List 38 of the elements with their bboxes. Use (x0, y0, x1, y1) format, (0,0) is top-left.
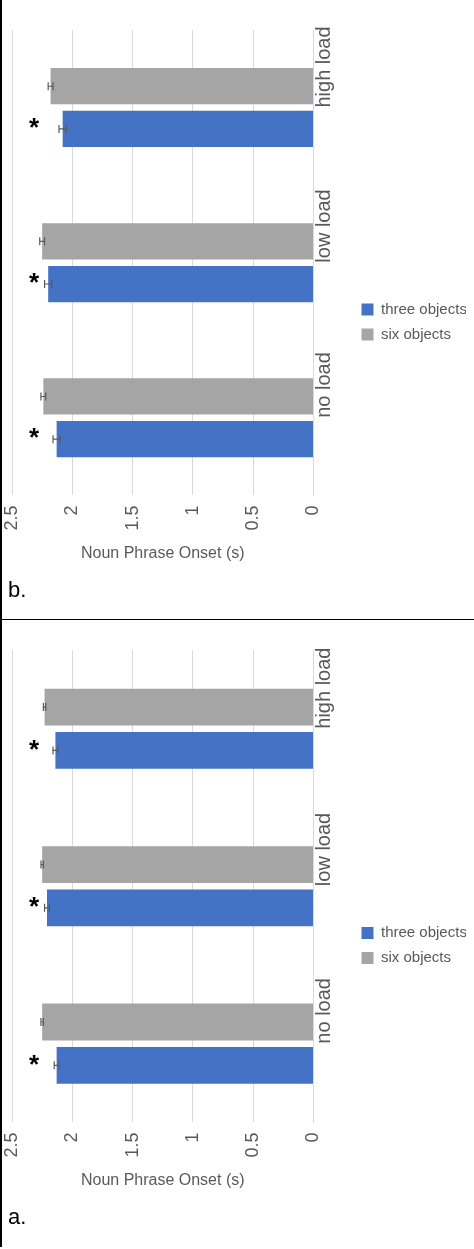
y-tick-label: high load (312, 647, 335, 729)
y-tick-label: no load (312, 978, 335, 1044)
text: b. (8, 576, 27, 602)
x-tick-label: 1.5 (121, 1132, 142, 1158)
x-tick-label: 2.5 (0, 1132, 21, 1158)
annotation: * (28, 891, 40, 922)
x-tick-label: 2.5 (0, 505, 21, 531)
legend-label: six objects (381, 324, 452, 342)
bar (55, 731, 313, 769)
x-tick-label: 0 (302, 1132, 323, 1143)
legend-label: three objects (381, 923, 467, 941)
x-tick-label: 0.5 (242, 1132, 263, 1158)
x-tick-label: 0 (302, 505, 323, 516)
annotation: * (28, 267, 40, 298)
x-tick-label: 1 (181, 1132, 202, 1143)
y-tick-label: low load (312, 812, 335, 887)
bar (44, 688, 313, 726)
x-axis-title: Noun Phrase Onset (s) (80, 1171, 245, 1189)
annotation: * (28, 1048, 40, 1079)
bar (56, 1046, 313, 1084)
x-axis-title: Noun Phrase Onset (s) (80, 544, 245, 562)
y-tick-label: low load (312, 189, 335, 263)
bar (42, 846, 313, 883)
legend-label: three objects (381, 299, 467, 317)
text: a. (8, 1203, 27, 1229)
x-tick-label: 2 (61, 505, 82, 516)
y-tick-label: no load (312, 352, 335, 418)
bar (46, 889, 313, 927)
x-tick-label: 1 (181, 505, 202, 516)
annotation: * (28, 112, 40, 143)
x-tick-label: 0.5 (242, 505, 263, 531)
annotation: * (28, 422, 40, 453)
y-tick-label: high load (312, 26, 335, 108)
annotation: * (28, 733, 40, 764)
legend-label: six objects (381, 948, 452, 966)
bar (42, 1003, 313, 1041)
x-tick-label: 2 (61, 1132, 82, 1143)
x-tick-label: 1.5 (121, 505, 142, 531)
